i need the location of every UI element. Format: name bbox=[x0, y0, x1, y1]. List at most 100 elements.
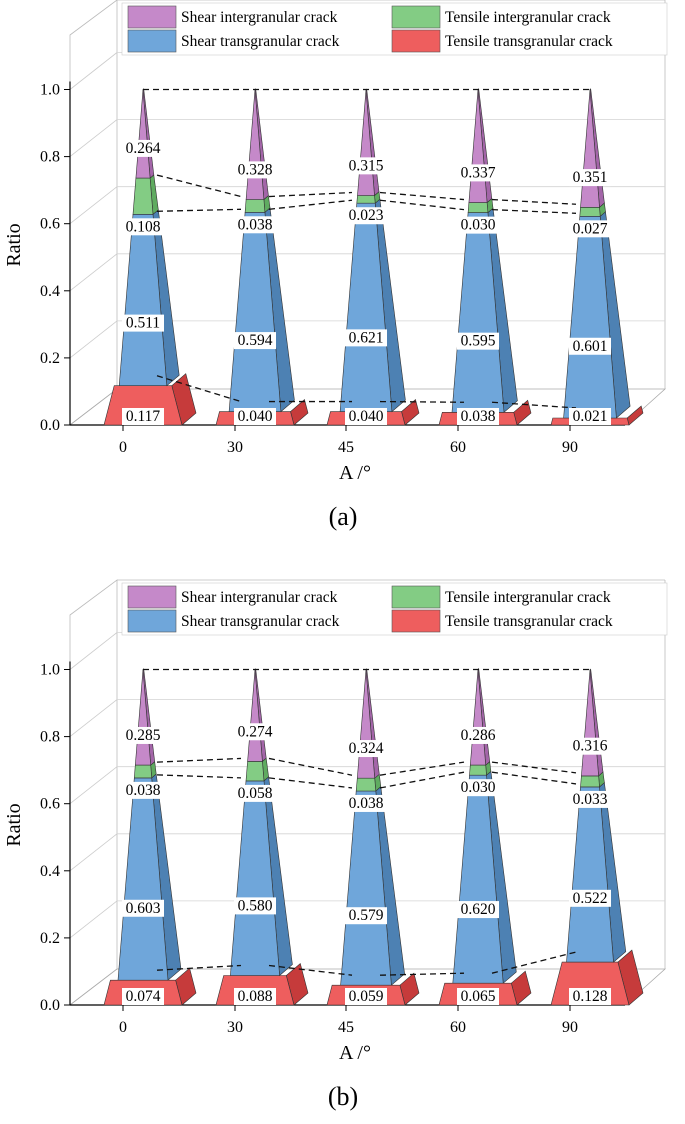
connector-line bbox=[268, 964, 353, 976]
value-label-tensile-intergranular: 0.038 bbox=[238, 216, 273, 233]
value-label-shear-intergranular: 0.286 bbox=[461, 727, 496, 744]
value-label-bg bbox=[122, 218, 164, 236]
y-tick-label: 0.0 bbox=[40, 997, 60, 1014]
connector-line bbox=[491, 401, 577, 409]
value-label-bg bbox=[234, 988, 276, 1005]
value-label-bg bbox=[569, 337, 611, 355]
side-grid-line bbox=[69, 833, 118, 872]
bar-segment-tensile-intergranular bbox=[133, 764, 153, 779]
x-tick-label: 60 bbox=[450, 1019, 466, 1036]
x-tick-label: 0 bbox=[119, 439, 127, 456]
value-label-shear-transgranular: 0.603 bbox=[126, 900, 161, 917]
connector-line bbox=[156, 174, 242, 198]
connector-line bbox=[156, 774, 242, 779]
value-label-tensile-transgranular: 0.074 bbox=[126, 988, 161, 1005]
y-axis-title: Ratio bbox=[3, 223, 25, 266]
bar-segment-tensile-intergranular bbox=[132, 177, 154, 215]
bar-segment-tensile-intergranular bbox=[467, 202, 489, 213]
legend-swatch-shear-transgranular bbox=[127, 29, 177, 53]
value-label-tensile-transgranular: 0.038 bbox=[461, 408, 496, 425]
panel-caption: (a) bbox=[329, 502, 358, 531]
legend: Shear intergranular crack Tensile intergr… bbox=[121, 2, 668, 56]
bar-segment-tensile-intergranular bbox=[355, 777, 377, 792]
value-label-shear-intergranular: 0.274 bbox=[238, 723, 273, 740]
value-label-bg bbox=[569, 737, 611, 755]
value-label-bg bbox=[234, 161, 276, 179]
x-tick-label: 90 bbox=[562, 439, 578, 456]
value-label-tensile-transgranular: 0.088 bbox=[238, 988, 273, 1005]
value-label-tensile-transgranular: 0.040 bbox=[349, 408, 384, 425]
value-label-bg bbox=[345, 907, 387, 925]
y-tick-label: 0.0 bbox=[40, 417, 60, 434]
value-label-tensile-intergranular: 0.038 bbox=[349, 795, 384, 812]
legend-label-shear-transgranular: Shear transgranular crack bbox=[181, 613, 340, 630]
x-tick-label: 30 bbox=[227, 439, 243, 456]
connector-line bbox=[156, 208, 242, 212]
legend-label-shear-transgranular: Shear transgranular crack bbox=[181, 33, 340, 50]
value-label-bg bbox=[345, 207, 387, 225]
value-label-tensile-transgranular: 0.021 bbox=[573, 408, 608, 425]
y-tick-label: 1.0 bbox=[40, 82, 60, 99]
connector-line bbox=[491, 198, 577, 205]
value-label-bg bbox=[457, 726, 499, 744]
side-wall bbox=[69, 0, 118, 426]
value-label-tensile-intergranular: 0.027 bbox=[573, 220, 608, 237]
side-grid-line bbox=[69, 119, 118, 157]
connector-line bbox=[156, 757, 242, 763]
x-tick-label: 90 bbox=[562, 1019, 578, 1036]
value-label-tensile-transgranular: 0.117 bbox=[126, 408, 161, 425]
value-label-tensile-intergranular: 0.038 bbox=[126, 782, 161, 799]
value-label-tensile-transgranular: 0.059 bbox=[349, 988, 384, 1005]
legend-swatch-shear-intergranular bbox=[127, 5, 177, 29]
connector-line bbox=[491, 761, 577, 774]
value-label-shear-transgranular: 0.580 bbox=[238, 897, 273, 914]
connector-line bbox=[268, 191, 353, 198]
legend-swatch-tensile-transgranular bbox=[391, 609, 441, 633]
value-label-bg bbox=[569, 889, 611, 907]
value-label-bg bbox=[234, 332, 276, 350]
value-label-bg bbox=[122, 314, 164, 332]
value-label-bg bbox=[569, 790, 611, 808]
value-label-bg bbox=[457, 988, 499, 1005]
value-label-bg bbox=[345, 329, 387, 347]
value-label-bg bbox=[345, 740, 387, 758]
value-label-tensile-intergranular: 0.058 bbox=[238, 785, 273, 802]
connector-line bbox=[491, 951, 577, 974]
value-label-bg bbox=[457, 164, 499, 182]
y-tick-label: 0.4 bbox=[40, 863, 60, 880]
bar-segment-tensile-intergranular bbox=[245, 761, 265, 782]
legend-label-tensile-transgranular: Tensile transgranular crack bbox=[445, 613, 613, 630]
y-axis-title: Ratio bbox=[3, 803, 25, 846]
connector-line bbox=[379, 972, 465, 976]
value-label-bg bbox=[569, 220, 611, 238]
connector-line bbox=[268, 757, 353, 776]
legend-label-shear-intergranular: Shear intergranular crack bbox=[181, 9, 338, 26]
value-label-bg bbox=[345, 794, 387, 812]
panel-caption: (b) bbox=[328, 1082, 358, 1111]
y-tick-label: 0.8 bbox=[40, 729, 60, 746]
connector-line bbox=[379, 771, 465, 789]
bar-segment-tensile-intergranular bbox=[469, 764, 487, 776]
bar-segment-tensile-intergranular bbox=[580, 775, 600, 788]
y-tick-label: 0.8 bbox=[40, 149, 60, 166]
value-label-shear-intergranular: 0.264 bbox=[126, 140, 161, 157]
side-grid-line bbox=[69, 900, 118, 939]
x-tick-label: 30 bbox=[227, 1019, 243, 1036]
value-label-bg bbox=[122, 899, 164, 917]
value-label-bg bbox=[122, 408, 164, 425]
legend-label-shear-intergranular: Shear intergranular crack bbox=[181, 589, 338, 606]
connector-line bbox=[268, 777, 353, 789]
x-tick-label: 60 bbox=[450, 439, 466, 456]
legend-swatch-tensile-transgranular bbox=[391, 29, 441, 53]
value-label-bg bbox=[234, 784, 276, 802]
legend-swatch-shear-transgranular bbox=[127, 609, 177, 633]
y-tick-label: 0.2 bbox=[40, 350, 60, 367]
y-tick-label: 0.4 bbox=[40, 283, 60, 300]
side-grid-line bbox=[69, 52, 118, 90]
value-label-shear-intergranular: 0.351 bbox=[573, 169, 608, 186]
legend-swatch-shear-intergranular bbox=[127, 585, 177, 609]
value-label-bg bbox=[234, 897, 276, 915]
legend-label-tensile-intergranular: Tensile intergranular crack bbox=[445, 589, 611, 606]
